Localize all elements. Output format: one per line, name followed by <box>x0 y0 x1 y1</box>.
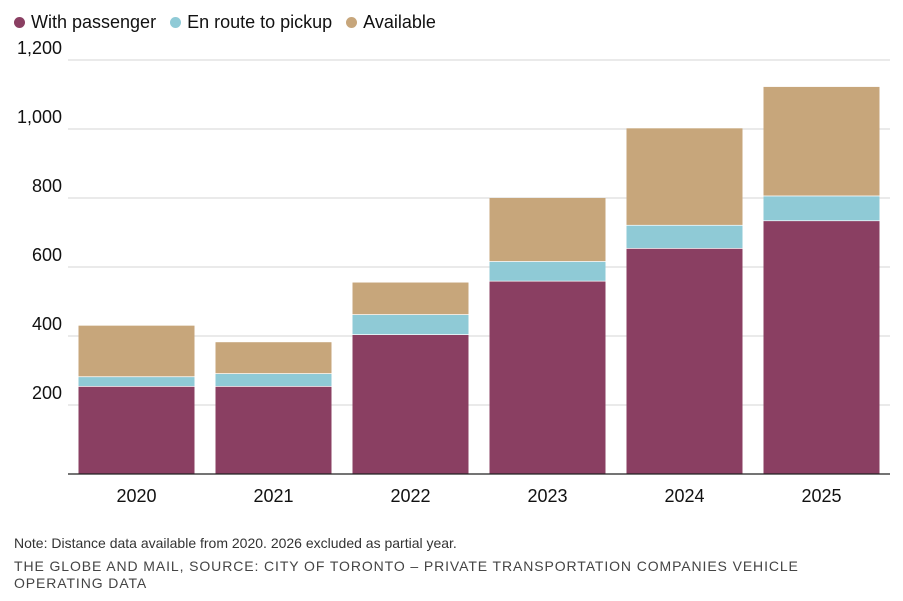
bar-segment <box>489 261 606 281</box>
bar-segment <box>78 325 195 377</box>
bar-segment <box>626 128 743 225</box>
legend-swatch <box>170 17 182 28</box>
y-tick-label: 1,000 <box>17 107 62 127</box>
x-tick-label: 2023 <box>527 486 567 506</box>
bar-segment <box>626 224 743 249</box>
source-credit: THE GLOBE AND MAIL, SOURCE: CITY OF TORO… <box>14 558 799 591</box>
bar-segment <box>352 282 469 315</box>
bar-segment <box>763 195 880 221</box>
x-tick-label: 2020 <box>116 486 156 506</box>
bar-segment <box>489 198 606 262</box>
y-tick-label: 600 <box>32 245 62 265</box>
x-tick-label: 2022 <box>390 486 430 506</box>
legend-item-1: En route to pickup <box>170 12 332 33</box>
bar-segment <box>215 373 332 387</box>
bar-segment <box>626 248 743 474</box>
legend-label: En route to pickup <box>187 12 333 32</box>
legend-item-0: With passenger <box>14 12 156 33</box>
bar-segment <box>215 342 332 374</box>
legend: With passenger En route to pickup Availabl… <box>14 12 436 33</box>
legend-label: Available <box>363 12 436 32</box>
y-tick-label: 800 <box>32 176 62 196</box>
legend-swatch <box>14 17 25 28</box>
bar-segment <box>215 386 332 474</box>
y-tick-label: 200 <box>32 383 62 403</box>
legend-label: With passenger <box>31 12 157 32</box>
footnote: Note: Distance data available from 2020.… <box>14 535 457 551</box>
bar-segment <box>352 334 469 474</box>
x-tick-label: 2025 <box>801 486 841 506</box>
bar-segment <box>352 314 469 335</box>
y-tick-label: 1,200 <box>17 40 62 58</box>
bar-segment <box>763 86 880 196</box>
y-tick-label: 400 <box>32 314 62 334</box>
x-tick-label: 2021 <box>253 486 293 506</box>
bar-segment <box>489 280 606 474</box>
bar-segment <box>763 220 880 474</box>
bar-segment <box>78 386 195 474</box>
legend-swatch <box>346 17 358 28</box>
bar-segment <box>78 376 195 387</box>
x-tick-label: 2024 <box>664 486 704 506</box>
legend-item-2: Available <box>346 12 436 33</box>
stacked-bar-chart: 200 400 600 800 1,000 1,200 2020 2021 2022 2023 20… <box>17 40 890 506</box>
